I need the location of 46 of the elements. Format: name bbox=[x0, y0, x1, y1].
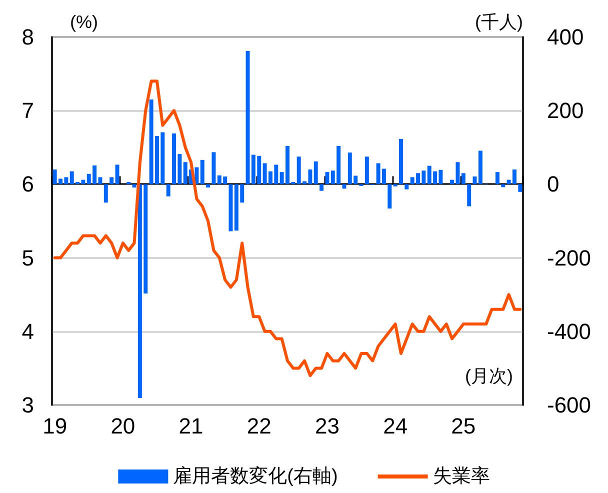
y-tick-label: 7 bbox=[22, 98, 34, 124]
bar bbox=[314, 161, 318, 184]
bar bbox=[399, 138, 403, 184]
y2-tick-label: 0 bbox=[547, 172, 560, 197]
legend-label: 失業率 bbox=[432, 465, 490, 487]
y2-tick-label: -600 bbox=[547, 392, 592, 418]
y2-tick-label: -200 bbox=[547, 245, 592, 270]
legend-label: 雇用者数変化(右軸) bbox=[173, 465, 338, 487]
bar bbox=[325, 172, 330, 184]
y2-axis-title: (千人) bbox=[475, 12, 523, 32]
x-tick-label: 22 bbox=[246, 414, 272, 438]
x-tick-label: 21 bbox=[178, 414, 204, 438]
annotation: (月次) bbox=[465, 366, 514, 386]
y-tick-label: 3 bbox=[22, 392, 34, 418]
bar bbox=[404, 184, 409, 190]
bar bbox=[495, 172, 500, 184]
bar bbox=[501, 184, 506, 188]
bar bbox=[467, 184, 472, 206]
x-tick-label: 19 bbox=[42, 414, 68, 438]
y-axis-title: (%) bbox=[70, 12, 98, 32]
bar bbox=[126, 182, 131, 184]
bar bbox=[364, 156, 369, 184]
x-tick-label: 25 bbox=[451, 414, 476, 438]
bar bbox=[200, 160, 204, 184]
bar bbox=[110, 177, 114, 184]
y2-tick-label: 200 bbox=[547, 98, 584, 124]
bar bbox=[132, 184, 136, 188]
y-tick-label: 6 bbox=[22, 172, 34, 197]
bar bbox=[166, 184, 170, 196]
bar bbox=[104, 184, 108, 203]
y2-tick-label: -400 bbox=[547, 318, 592, 344]
bar bbox=[450, 180, 454, 184]
bar bbox=[461, 173, 466, 184]
bar bbox=[212, 152, 216, 184]
x-tick-label: 24 bbox=[383, 414, 408, 438]
bar bbox=[320, 184, 324, 191]
y-tick-label: 5 bbox=[22, 245, 34, 270]
bar bbox=[388, 184, 392, 208]
bar bbox=[342, 184, 346, 189]
bar bbox=[518, 184, 522, 192]
bar bbox=[206, 184, 210, 188]
x-tick-label: 23 bbox=[314, 414, 340, 438]
x-tick-label: 20 bbox=[110, 414, 136, 438]
y2-tick-label: 400 bbox=[547, 24, 584, 50]
y-tick-label: 8 bbox=[22, 24, 34, 50]
y-tick-label: 4 bbox=[22, 318, 34, 344]
